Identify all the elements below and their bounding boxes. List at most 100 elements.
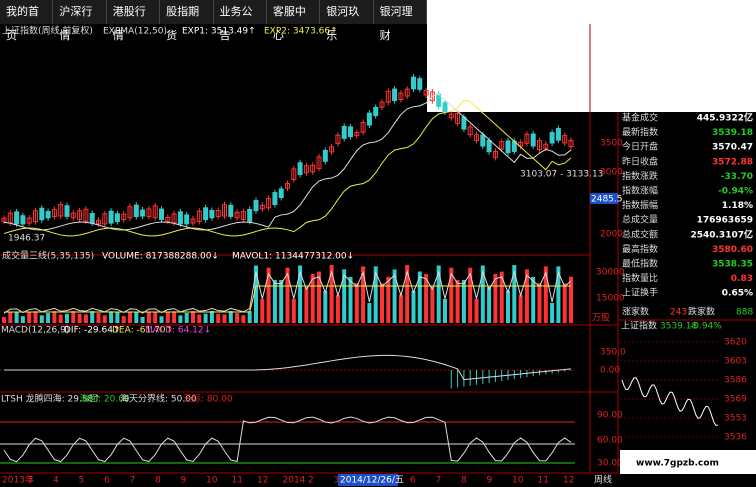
menu-item[interactable]: 银河玖乐 bbox=[320, 0, 374, 42]
quote-panel bbox=[618, 112, 756, 473]
candle bbox=[278, 188, 284, 199]
mini-axis-label: 3569 bbox=[724, 395, 747, 405]
volume-bar bbox=[354, 283, 359, 323]
quote-label: 基金成交 bbox=[622, 112, 658, 124]
menu-item[interactable]: 港股行情 bbox=[107, 0, 161, 42]
volume-bar bbox=[436, 265, 441, 323]
volume-bar bbox=[329, 265, 334, 323]
candle bbox=[518, 141, 524, 147]
volume-bar bbox=[417, 271, 422, 323]
quote-value: -0.94% bbox=[718, 187, 753, 197]
blank-area bbox=[427, 0, 756, 112]
quote-label: 最新指数 bbox=[622, 126, 658, 138]
volume-bar bbox=[128, 311, 132, 323]
quote-value: 3538.35 bbox=[712, 260, 753, 270]
menu-item[interactable]: 我的首页 bbox=[0, 0, 54, 42]
candle bbox=[234, 211, 240, 219]
candle bbox=[58, 203, 64, 217]
indicator-value: EXP1: 3513.49↑ bbox=[182, 27, 256, 37]
quote-value: 0.83 bbox=[731, 274, 753, 284]
volume-bar bbox=[310, 274, 315, 323]
menu-item[interactable]: 客服中心 bbox=[267, 0, 321, 42]
candle bbox=[291, 168, 297, 181]
candle bbox=[133, 204, 139, 218]
volume-bar bbox=[279, 279, 284, 323]
volume-bar bbox=[65, 313, 69, 323]
x-label: 5 bbox=[79, 476, 85, 486]
indicator: EXPMA(12,50) bbox=[103, 27, 167, 37]
candle bbox=[480, 134, 486, 147]
indicator-value: 天际: 80.00 bbox=[183, 394, 233, 405]
quote-label: 总成交额 bbox=[622, 228, 658, 240]
volume-bar bbox=[323, 290, 328, 323]
indicator-value: MAVOL1: 1134477312.00↓ bbox=[232, 252, 354, 262]
candle bbox=[45, 210, 51, 219]
quote-value: 3580.60 bbox=[712, 245, 753, 255]
volume-bar bbox=[165, 312, 170, 323]
quote-label: 指数量比 bbox=[622, 272, 658, 284]
candle bbox=[404, 88, 410, 97]
candle bbox=[177, 211, 183, 225]
quote-label: 昨日收盘 bbox=[622, 155, 658, 167]
volume-bar bbox=[474, 298, 479, 323]
volume-bar bbox=[247, 311, 252, 323]
candle bbox=[303, 165, 309, 174]
x-label: 2014 bbox=[283, 476, 306, 486]
panel-title: MACD(12,26,9) bbox=[1, 326, 69, 336]
x-label: 6 bbox=[104, 476, 110, 486]
volume-bar bbox=[8, 311, 13, 323]
period: 周线 bbox=[594, 474, 612, 486]
panel-title: 成交量三线(5,35,135) bbox=[2, 250, 94, 262]
menu-item[interactable]: 业务公告 bbox=[214, 0, 267, 42]
volume-bar bbox=[443, 298, 447, 323]
menu-item[interactable]: 股指期货 bbox=[160, 0, 214, 42]
volume-bar bbox=[146, 311, 151, 323]
candle bbox=[184, 214, 190, 225]
volume-bar bbox=[386, 276, 391, 323]
volume-bar bbox=[266, 267, 271, 323]
volume-bar bbox=[140, 316, 145, 323]
x-label: 10 bbox=[512, 476, 524, 486]
indicator-value: EXP2: 3473.66↑ bbox=[264, 27, 338, 37]
volume-bar bbox=[524, 269, 529, 323]
volume-bar bbox=[430, 286, 435, 323]
volume-bar bbox=[493, 273, 498, 323]
candle bbox=[562, 135, 568, 144]
candle bbox=[505, 140, 511, 154]
menu-item[interactable]: 沪深行情 bbox=[53, 0, 107, 42]
candle bbox=[127, 206, 133, 219]
menu-item[interactable]: 银河理财 bbox=[374, 0, 427, 42]
volume-bar bbox=[531, 276, 536, 323]
volume-bar bbox=[159, 316, 164, 323]
candle bbox=[108, 210, 114, 224]
x-label: 2013年 bbox=[2, 474, 34, 486]
volume-bar bbox=[191, 311, 195, 323]
candle bbox=[39, 207, 45, 221]
chart-title: 上证指数(周线 前复权) bbox=[2, 25, 93, 37]
candle bbox=[51, 209, 57, 218]
breadth-value: 243 bbox=[670, 308, 687, 318]
candle bbox=[203, 207, 209, 221]
macd-line bbox=[4, 354, 572, 381]
volume-bar bbox=[487, 287, 492, 323]
current-price: 2485.5 bbox=[591, 195, 623, 205]
ma-line bbox=[4, 285, 571, 313]
candle bbox=[152, 205, 158, 219]
quote-label: 指数涨幅 bbox=[622, 185, 658, 197]
axis-label: 15000 bbox=[596, 294, 625, 304]
axis-label: 90.00 bbox=[597, 411, 623, 421]
volume-bar bbox=[172, 311, 177, 323]
candle bbox=[348, 126, 353, 138]
quote-label: 最高指数 bbox=[622, 243, 658, 255]
volume-bar bbox=[512, 265, 517, 323]
x-label: 8 bbox=[461, 476, 467, 486]
volume-bar bbox=[348, 276, 353, 323]
x-label: 2 bbox=[308, 476, 314, 486]
annotation: 1946.37 bbox=[8, 234, 45, 244]
volume-bar bbox=[298, 265, 303, 323]
candle bbox=[442, 102, 448, 113]
candle bbox=[492, 150, 498, 158]
mini-axis-label: 3603 bbox=[724, 357, 747, 367]
quote-label: 上证换手 bbox=[622, 287, 658, 299]
